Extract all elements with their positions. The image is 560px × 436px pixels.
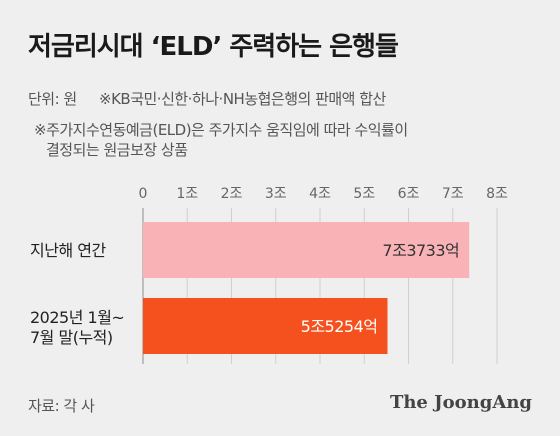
scope-note: ※KB국민·신한·하나·NH농협은행의 판매액 합산 <box>99 90 386 108</box>
chart-title: 저금리시대 ‘ELD’ 주력하는 은행들 <box>28 32 399 62</box>
category-label: 7월 말(누적) <box>30 328 113 347</box>
source-label: 자료: 각 사 <box>28 397 95 415</box>
bar-layer: 7조3733억 지난해 연간 5조5254억 2025년 1월~7월 말(누적) <box>30 222 470 354</box>
x-tick-label: 1조 <box>176 186 198 202</box>
eld-note: ※주가지수연동예금(ELD)은 주가지수 움직임에 따라 수익률이 결정되는 원… <box>34 120 534 160</box>
x-tick-label: 7조 <box>442 186 464 202</box>
x-tick-label: 6조 <box>398 186 420 202</box>
bar <box>143 222 470 278</box>
bar-value-label: 5조5254억 <box>301 317 378 336</box>
bar-chart: 0 1조 2조 3조 4조 5조 6조 7조 8조 7조3733억 지난해 연간 5조5254억 20… <box>30 186 508 364</box>
x-tick-label: 3조 <box>265 186 287 202</box>
category-label: 2025년 1월~ <box>30 308 124 327</box>
x-tick-label: 8조 <box>486 186 508 202</box>
brand-logo: The JoongAng <box>389 392 532 413</box>
category-label: 지난해 연간 <box>30 241 106 260</box>
note-line-1: ※주가지수연동예금(ELD)은 주가지수 움직임에 따라 수익률이 <box>34 121 408 139</box>
x-tick-label: 2조 <box>221 186 243 202</box>
unit-line: 단위: 원 ※KB국민·신한·하나·NH농협은행의 판매액 합산 <box>28 88 386 109</box>
unit-label: 단위: 원 <box>28 90 77 108</box>
x-tick-label: 5조 <box>353 186 375 202</box>
x-tick-label: 4조 <box>309 186 331 202</box>
tick-layer: 0 1조 2조 3조 4조 5조 6조 7조 8조 <box>139 186 508 202</box>
x-tick-label: 0 <box>139 186 148 202</box>
bar-value-label: 7조3733억 <box>382 241 459 260</box>
bar <box>143 298 388 354</box>
note-line-2: 결정되는 원금보장 상품 <box>46 141 188 159</box>
